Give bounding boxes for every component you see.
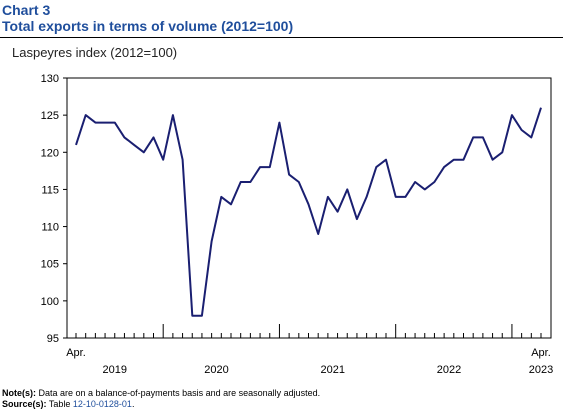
y-tick-label: 100 [41, 296, 59, 308]
footnote-note: Note(s): Data are on a balance-of-paymen… [2, 388, 320, 398]
y-tick-label: 125 [41, 110, 59, 122]
y-tick-label: 105 [41, 259, 59, 271]
source-suffix: . [131, 399, 135, 409]
x-year-label: 2019 [103, 364, 127, 376]
y-tick-label: 110 [41, 222, 59, 234]
source-prefix: Table [48, 399, 73, 409]
note-label: Note(s): [2, 388, 36, 398]
series-line-total-exports [75, 107, 542, 317]
x-year-label: 2021 [320, 364, 344, 376]
x-year-label: 2020 [204, 364, 228, 376]
y-axis-label: Laspeyres index (2012=100) [12, 45, 178, 60]
title-divider [0, 37, 563, 38]
note-text: Data are on a balance-of-payments basis … [38, 388, 321, 398]
x-start-month-label: Apr. [66, 347, 86, 359]
source-table-link[interactable]: 12-10-0128-01 [72, 399, 132, 409]
x-end-month-label: Apr. [531, 347, 551, 359]
chart-number: Chart 3 [2, 2, 51, 18]
source-label: Source(s): [2, 399, 47, 409]
y-tick-label: 115 [41, 184, 59, 196]
footnote-source: Source(s): Table 12-10-0128-01. [2, 399, 134, 409]
x-year-label: 2022 [437, 364, 461, 376]
chart-title: Total exports in terms of volume (2012=1… [2, 18, 294, 34]
x-year-label: 2023 [529, 364, 553, 376]
y-tick-label: 120 [41, 147, 59, 159]
y-tick-label: 95 [47, 333, 59, 345]
y-tick-label: 130 [41, 73, 59, 85]
